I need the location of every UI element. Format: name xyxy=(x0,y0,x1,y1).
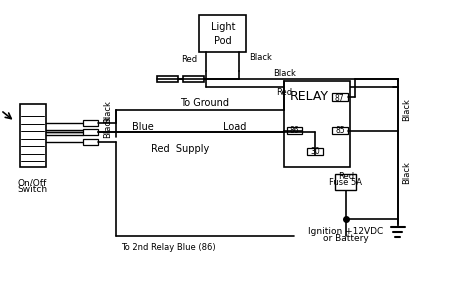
Text: 86: 86 xyxy=(289,126,299,135)
Bar xyxy=(308,148,322,155)
Bar xyxy=(83,129,98,135)
Text: To Ground: To Ground xyxy=(180,98,229,108)
Text: Black: Black xyxy=(103,100,112,123)
Text: Black: Black xyxy=(103,115,112,138)
Bar xyxy=(199,15,246,52)
Text: Black: Black xyxy=(401,98,410,121)
Text: Ignition +12VDC: Ignition +12VDC xyxy=(308,227,383,236)
Text: 87: 87 xyxy=(335,94,345,103)
Text: On/Off: On/Off xyxy=(18,178,47,187)
Bar xyxy=(182,76,204,82)
Text: 85: 85 xyxy=(335,126,345,135)
Text: Load: Load xyxy=(223,122,246,132)
Text: RELAY: RELAY xyxy=(290,90,329,103)
Text: Light: Light xyxy=(210,22,235,32)
Text: or Battery: or Battery xyxy=(323,234,369,243)
Text: Switch: Switch xyxy=(18,185,48,194)
Bar xyxy=(332,127,347,134)
Bar xyxy=(83,139,98,145)
Bar xyxy=(284,81,350,167)
Text: Black: Black xyxy=(273,69,296,78)
Text: Pod: Pod xyxy=(214,36,232,46)
Text: Red: Red xyxy=(337,173,354,181)
Text: Red: Red xyxy=(181,55,197,64)
Bar xyxy=(335,174,356,190)
Bar xyxy=(331,93,348,101)
Bar xyxy=(19,104,46,167)
Text: Fuse 5A: Fuse 5A xyxy=(329,178,362,187)
Text: Black: Black xyxy=(401,161,410,184)
Text: Blue: Blue xyxy=(132,122,154,132)
Bar xyxy=(287,127,302,134)
Text: 30: 30 xyxy=(310,147,320,156)
Bar xyxy=(83,120,98,126)
Text: Red: Red xyxy=(276,88,292,97)
Text: To 2nd Relay Blue (86): To 2nd Relay Blue (86) xyxy=(121,243,216,252)
Text: Black: Black xyxy=(249,53,272,62)
Bar xyxy=(156,76,178,82)
Text: Red  Supply: Red Supply xyxy=(151,144,210,154)
